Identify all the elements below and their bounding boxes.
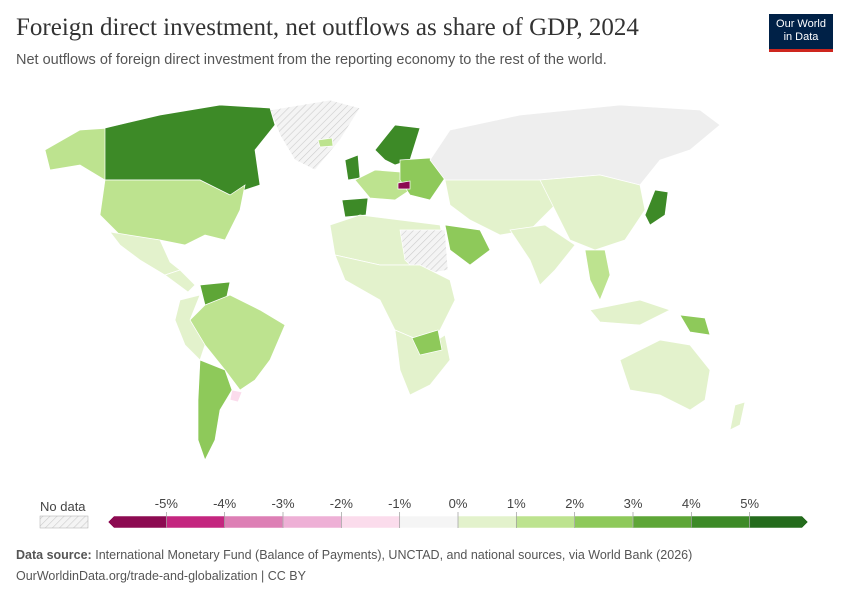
australia [619, 339, 711, 411]
iceland [317, 137, 334, 148]
legend-tick-label: 1% [507, 496, 526, 511]
source: Data source: International Monetary Fund… [16, 548, 692, 562]
legend-tick-label: 4% [682, 496, 701, 511]
greenland [269, 99, 361, 171]
countries [44, 99, 746, 461]
alaska [44, 127, 111, 181]
china [539, 174, 646, 251]
legend-bin [399, 515, 459, 529]
hungary [397, 180, 411, 190]
legend: No data -5% -4% -3% -2% -1% 0% 1% 2% 3% 4% 5% [39, 496, 809, 529]
legend-tick-label: -4% [213, 496, 237, 511]
legend-tick-label: 2% [565, 496, 584, 511]
no-data-swatch [39, 515, 89, 529]
subtitle: Net outflows of foreign direct investmen… [16, 52, 607, 68]
logo[interactable]: Our World in Data [769, 14, 833, 52]
legend-bin [632, 515, 692, 529]
uk-ireland [344, 154, 361, 181]
zambia-zimbabwe [411, 329, 443, 356]
logo-line: Our World [776, 18, 826, 30]
legend-bin [224, 515, 284, 529]
legend-tick-label: -1% [388, 496, 412, 511]
title: Foreign direct investment, net outflows … [16, 14, 639, 41]
logo-line: in Data [783, 31, 819, 43]
source-label: Data source: [16, 548, 92, 562]
legend-tick-label: -2% [330, 496, 354, 511]
usa [99, 179, 246, 246]
indonesia [589, 299, 671, 326]
legend-bin [691, 515, 750, 529]
argentina-chile [197, 359, 233, 461]
legend-bin [166, 515, 225, 529]
legend-tick-label: 5% [740, 496, 759, 511]
legend-bin [574, 515, 634, 529]
legend-bin [749, 515, 809, 529]
link[interactable]: OurWorldinData.org/trade-and-globalizati… [16, 569, 306, 583]
legend-tick-label: 3% [624, 496, 643, 511]
legend-bin [282, 515, 342, 529]
iberia [341, 197, 369, 218]
saudi-arabia [444, 224, 491, 266]
legend-bin [341, 515, 400, 529]
legend-tick-label: 0% [449, 496, 468, 511]
new-zealand [729, 401, 746, 431]
legend-bin [107, 515, 167, 529]
legend-bin [457, 515, 517, 529]
central-africa [334, 254, 456, 346]
papua [679, 314, 711, 336]
india [509, 224, 576, 286]
japan [644, 189, 669, 226]
legend-bin [516, 515, 575, 529]
source-text: International Monetary Fund (Balance of … [95, 548, 693, 562]
legend-tick-label: -5% [155, 496, 179, 511]
central-america [164, 269, 196, 293]
eastern-europe [399, 157, 446, 201]
andes [174, 294, 206, 361]
uruguay [229, 389, 243, 403]
southeast-asia [584, 249, 611, 301]
legend-tick-label: -3% [271, 496, 295, 511]
no-data-label: No data [40, 499, 86, 514]
